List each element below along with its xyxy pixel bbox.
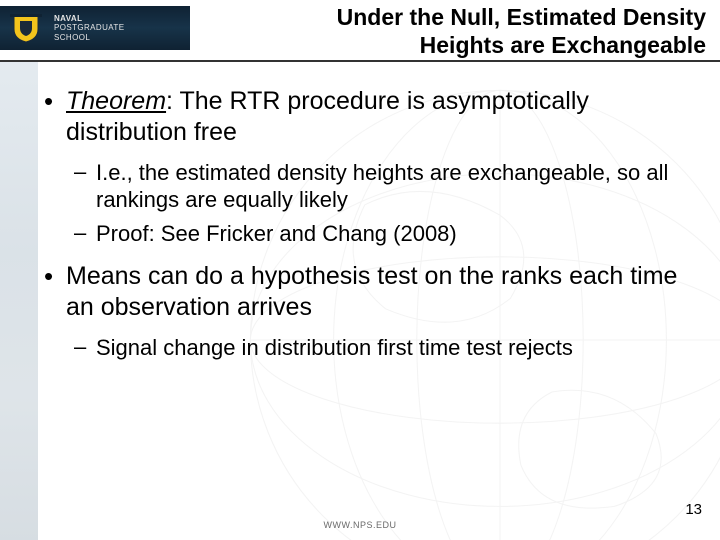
bullet-item: Means can do a hypothesis test on the ra…	[66, 261, 680, 361]
bullet-item: Theorem: The RTR procedure is asymptotic…	[66, 86, 680, 247]
slide-title: Under the Null, Estimated Density Height…	[337, 4, 706, 59]
bullet-list-level2: Signal change in distribution first time…	[96, 334, 680, 362]
subbullet-item: Proof: See Fricker and Chang (2008)	[96, 220, 680, 248]
school-line3: SCHOOL	[54, 33, 124, 42]
school-line2: POSTGRADUATE	[54, 23, 124, 32]
title-line1: Under the Null, Estimated Density	[337, 4, 706, 32]
theorem-label: Theorem	[66, 87, 166, 115]
slide: NAVAL POSTGRADUATE SCHOOL Under the Null…	[0, 0, 720, 540]
content-area: Theorem: The RTR procedure is asymptotic…	[0, 62, 720, 361]
bullet-text: Theorem: The RTR procedure is asymptotic…	[66, 86, 680, 149]
nps-shield-logo	[6, 13, 46, 43]
bullet-text: Means can do a hypothesis test on the ra…	[66, 261, 680, 324]
title-line2: Heights are Exchangeable	[337, 32, 706, 60]
school-line1: NAVAL	[54, 14, 124, 23]
bullet-list-level1: Theorem: The RTR procedure is asymptotic…	[66, 86, 680, 361]
subbullet-item: I.e., the estimated density heights are …	[96, 159, 680, 214]
bullet-list-level2: I.e., the estimated density heights are …	[96, 159, 680, 248]
subbullet-item: Signal change in distribution first time…	[96, 334, 680, 362]
header-brand-bar: NAVAL POSTGRADUATE SCHOOL	[0, 6, 190, 50]
page-number: 13	[685, 501, 702, 518]
header: NAVAL POSTGRADUATE SCHOOL Under the Null…	[0, 0, 720, 62]
subbullet-text: I.e., the estimated density heights are …	[96, 159, 680, 214]
subbullet-text: Proof: See Fricker and Chang (2008)	[96, 220, 680, 248]
footer-url: WWW.NPS.EDU	[0, 520, 720, 530]
subbullet-text: Signal change in distribution first time…	[96, 334, 680, 362]
school-name: NAVAL POSTGRADUATE SCHOOL	[54, 14, 124, 42]
